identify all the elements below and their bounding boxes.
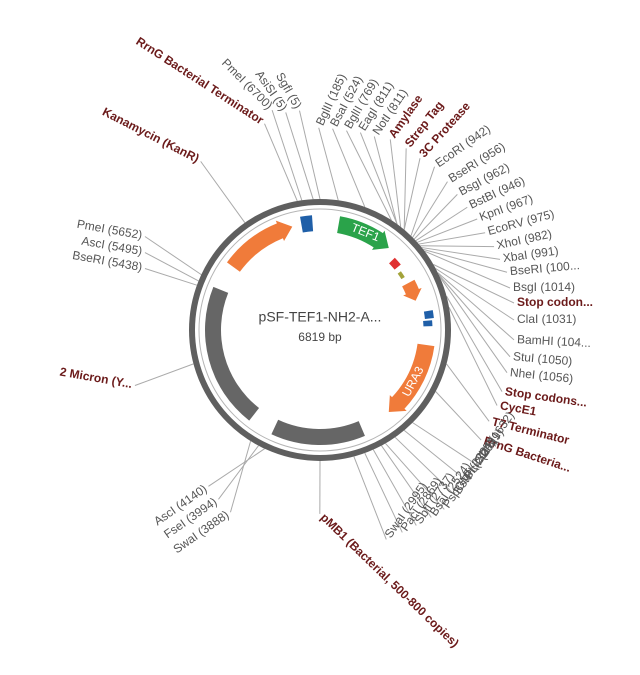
feature-arc [227, 221, 292, 272]
leader-line [404, 158, 420, 229]
feature-name: Stop codon... [517, 295, 593, 309]
leader-line [272, 110, 302, 200]
leader-line [422, 248, 500, 260]
plasmid-size: 6819 bp [298, 330, 342, 344]
leader-line [411, 167, 435, 236]
leader-line [413, 423, 477, 465]
feature-arc [398, 271, 405, 279]
leader-line [390, 139, 400, 226]
leader-line [145, 269, 197, 286]
plasmid-name: pSF-TEF1-NH2-A... [259, 309, 382, 325]
leader-line [201, 161, 245, 222]
leader-line [354, 457, 386, 540]
feature-arc [300, 215, 313, 232]
leader-line [135, 364, 194, 386]
feature-arc [271, 420, 365, 445]
leader-line [286, 112, 313, 199]
leader-line [145, 237, 201, 275]
feature-name: Kanamycin (KanR) [100, 105, 201, 166]
leader-line [447, 364, 490, 421]
site-name: NheI (1056) [509, 365, 573, 386]
leader-line [449, 307, 497, 405]
feature-name: 2 Micron (Y... [59, 365, 134, 392]
feature-arc [389, 258, 401, 270]
leader-line [447, 296, 502, 391]
leader-line [230, 441, 250, 512]
feature-arc [424, 310, 434, 319]
leader-line [420, 246, 494, 247]
site-name: ClaI (1031) [517, 312, 576, 326]
leader-line [218, 446, 258, 500]
feature-arc [423, 320, 432, 326]
site-name: BsgI (1014) [513, 280, 575, 294]
leader-line [319, 128, 338, 201]
site-name: BamHI (104... [517, 332, 592, 350]
leader-line [208, 449, 264, 487]
leader-line [374, 136, 397, 224]
leader-line [333, 129, 365, 207]
leader-line [404, 148, 406, 229]
feature-arc [402, 280, 422, 301]
leader-line [416, 207, 467, 240]
leader-line [436, 392, 481, 441]
